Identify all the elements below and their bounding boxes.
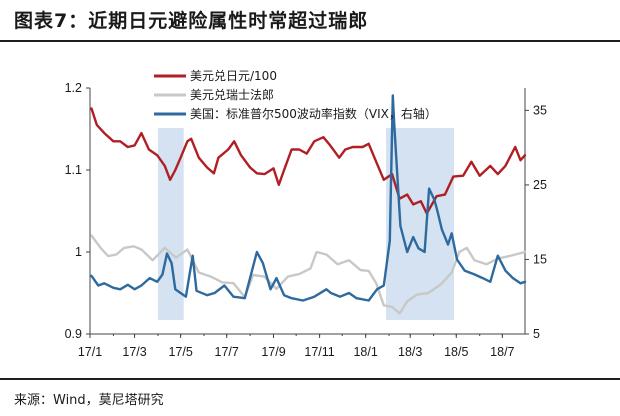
- left-tick-label: 1.2: [65, 81, 82, 95]
- shaded-periods: [157, 128, 455, 320]
- right-tick-label: 25: [533, 178, 547, 192]
- vix-line: [90, 94, 527, 302]
- x-tick-label: 18/1: [353, 345, 377, 359]
- title-rule: [0, 40, 620, 42]
- x-tick-label: 18/7: [490, 345, 514, 359]
- legend-usdchf-label: 美元兑瑞士法郎: [190, 88, 274, 102]
- x-tick-label: 17/3: [122, 345, 146, 359]
- left-tick-label: 1: [75, 245, 82, 259]
- x-tick-label: 18/5: [444, 345, 468, 359]
- usdjpy-line: [90, 107, 527, 215]
- left-tick-label: 1.1: [65, 163, 82, 177]
- usdchf-line: [90, 234, 527, 315]
- left-tick-label: 0.9: [65, 327, 82, 341]
- x-tick-label: 17/1: [78, 345, 102, 359]
- x-tick-label: 17/5: [168, 345, 192, 359]
- x-tick-label: 17/9: [261, 345, 285, 359]
- series-lines: [90, 94, 527, 315]
- right-tick-label: 5: [533, 327, 540, 341]
- legend-usdjpy-label: 美元兑日元/100: [190, 69, 277, 83]
- chart-title: 图表7：近期日元避险属性时常超过瑞郎: [14, 10, 369, 32]
- x-tick-label: 17/7: [215, 345, 239, 359]
- tick-labels: 1.2 1.1 1 0.9 35 25 15 5 17/1 17/3 17/5 17/7 17/9 17/…: [65, 81, 547, 359]
- source-note: 来源：Wind，莫尼塔研究: [14, 393, 164, 408]
- right-tick-label: 35: [533, 103, 547, 117]
- right-tick-label: 15: [533, 252, 547, 266]
- x-tick-label: 18/3: [398, 345, 422, 359]
- x-tick-label: 17/11: [304, 345, 334, 359]
- legend-vix-label: 美国：标准普尔500波动率指数（VIX，右轴）: [190, 106, 437, 121]
- source-rule: [0, 378, 620, 380]
- chart-axes: [86, 87, 529, 338]
